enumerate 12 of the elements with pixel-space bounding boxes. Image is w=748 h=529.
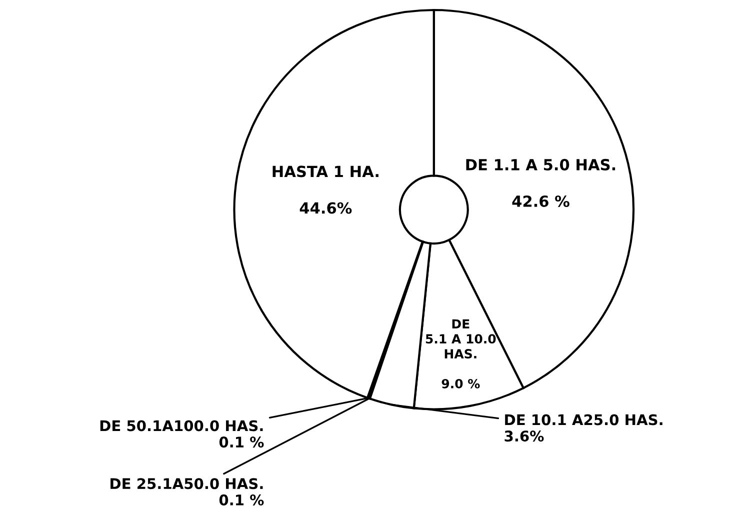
slice-label: DE 50.1A100.0 HAS. <box>100 420 263 432</box>
data-label: 9.0 % <box>442 378 480 388</box>
slice-label: DE 5.1 A 10.0 HAS. <box>426 319 496 359</box>
data-label: 3.6% <box>504 430 544 442</box>
slice-label: DE 25.1A50.0 HAS. <box>110 478 263 490</box>
slice-label: DE 1.1 A 5.0 HAS. <box>466 158 616 170</box>
data-label: 42.6 % <box>512 195 570 208</box>
data-label: 44.6% <box>300 202 352 214</box>
slice-label: HASTA 1 HA. <box>272 166 378 178</box>
data-label: 0.1 % <box>219 436 264 448</box>
data-label: 0.1 % <box>219 494 264 506</box>
slice-label: DE 10.1 A25.0 HAS. <box>505 414 662 426</box>
